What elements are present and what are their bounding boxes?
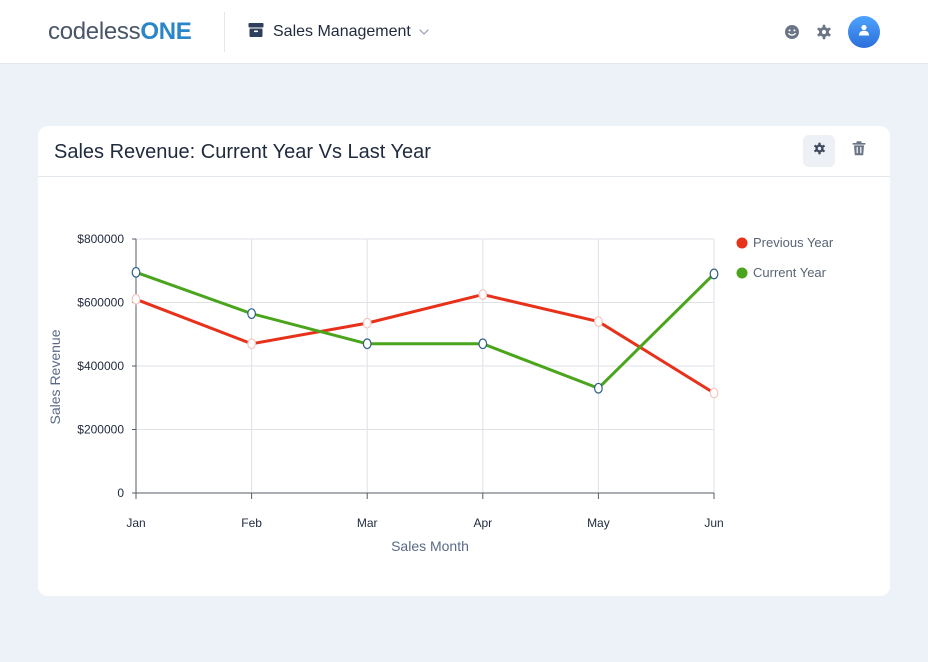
app-name: Sales Management [273, 23, 411, 40]
logo-suffix: ONE [140, 18, 192, 45]
codelessone-logo[interactable]: codelessONE [48, 18, 192, 46]
data-point[interactable] [709, 387, 719, 399]
chart-card: Sales Revenue: Current Year Vs Last Year [38, 126, 890, 596]
data-point[interactable] [362, 338, 372, 350]
header-divider [224, 12, 225, 52]
x-tick-label: Feb [241, 516, 262, 530]
card-delete-button[interactable] [843, 135, 875, 167]
legend-label[interactable]: Previous Year [753, 235, 834, 250]
data-point[interactable] [131, 266, 141, 278]
y-axis-title: Sales Revenue [47, 329, 63, 424]
series [131, 266, 719, 399]
y-tick-label: 0 [117, 486, 124, 500]
gear-icon[interactable] [814, 22, 834, 42]
chart-area: 0 $200000 $400000 $600000 $800000 Jan Feb Mar Ap… [38, 177, 890, 596]
data-point[interactable] [594, 382, 603, 394]
sales-line-chart: 0 $200000 $400000 $600000 $800000 Jan Feb Mar Ap… [47, 232, 834, 554]
legend-label[interactable]: Current Year [753, 265, 827, 280]
series-line-previous-year [135, 293, 715, 395]
y-tick-label: $400000 [77, 359, 124, 373]
card-header: Sales Revenue: Current Year Vs Last Year [38, 126, 890, 177]
legend: Previous Year Current Year [736, 235, 834, 280]
data-point[interactable] [131, 293, 141, 305]
card-title: Sales Revenue: Current Year Vs Last Year [54, 141, 431, 163]
box-icon [248, 22, 264, 43]
y-tick-label: $800000 [77, 232, 124, 246]
y-tick-label: $200000 [77, 423, 124, 437]
grid [136, 238, 715, 493]
x-tick-label: May [587, 516, 610, 530]
gear-icon [813, 142, 826, 160]
series-line-current-year [135, 270, 716, 390]
data-point[interactable] [247, 338, 257, 350]
avatar[interactable] [848, 16, 880, 48]
trash-icon [852, 141, 866, 161]
data-point[interactable] [247, 308, 257, 320]
data-point[interactable] [478, 338, 488, 350]
logo-prefix: codeless [48, 18, 141, 45]
x-tick-label: Mar [357, 516, 378, 530]
legend-swatch [736, 267, 748, 279]
data-point[interactable] [362, 317, 372, 329]
data-point[interactable] [709, 268, 719, 280]
data-point[interactable] [478, 289, 488, 300]
data-point[interactable] [594, 316, 603, 327]
chevron-down-icon[interactable] [419, 29, 429, 35]
app-switcher[interactable]: Sales Management [248, 20, 429, 44]
x-axis-title: Sales Month [391, 538, 469, 554]
user-icon [858, 23, 870, 41]
legend-swatch [736, 237, 748, 249]
x-tick-label: Jun [704, 516, 723, 530]
x-tick-label: Apr [473, 516, 492, 530]
card-settings-button[interactable] [803, 135, 835, 167]
y-tick-label: $600000 [77, 296, 124, 310]
smiley-icon[interactable] [782, 22, 802, 42]
axes: 0 $200000 $400000 $600000 $800000 Jan Feb Mar Ap… [77, 232, 723, 530]
x-tick-label: Jan [126, 516, 145, 530]
top-bar: codelessONE Sales Management [0, 0, 928, 64]
